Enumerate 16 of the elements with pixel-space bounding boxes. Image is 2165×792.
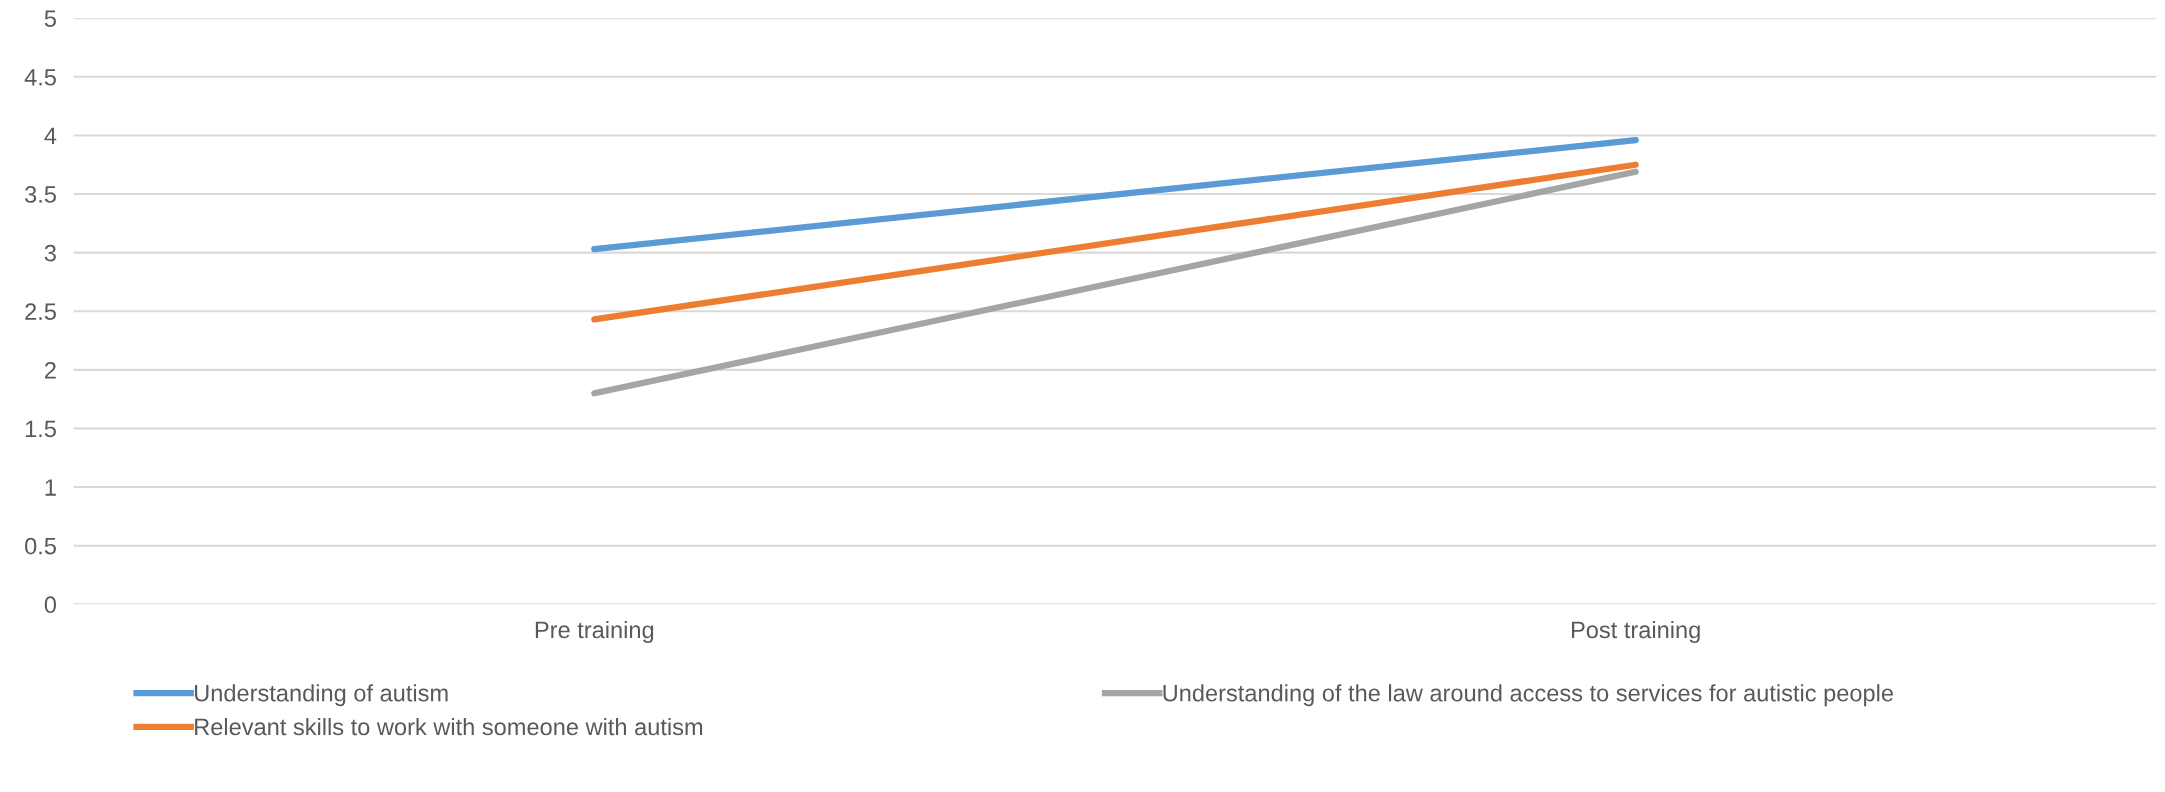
y-tick-label: 5 — [44, 10, 56, 27]
legend-label: Understanding of autism — [195, 684, 448, 707]
y-tick-label: 4.5 — [24, 69, 56, 86]
legend-label: Relevant skills to work with someone with autism — [195, 717, 703, 736]
y-tick-label: 0 — [44, 596, 57, 614]
y-tick-label: 3.5 — [25, 186, 56, 203]
x-tick-label: Post training — [1571, 620, 1700, 643]
y-tick-label: 3 — [44, 244, 56, 262]
y-tick-label: 2.5 — [25, 303, 56, 321]
y-tick-label: 2 — [45, 361, 56, 379]
y-tick-label: 1.5 — [25, 420, 56, 438]
y-tick-label: 4 — [44, 127, 57, 144]
x-tick-label: Pre training — [535, 620, 654, 643]
y-tick-label: 0.5 — [25, 537, 56, 555]
legend-label: Understanding of the law around access to services for autistic people — [1163, 684, 1893, 707]
y-tick-label: 1 — [45, 479, 56, 496]
